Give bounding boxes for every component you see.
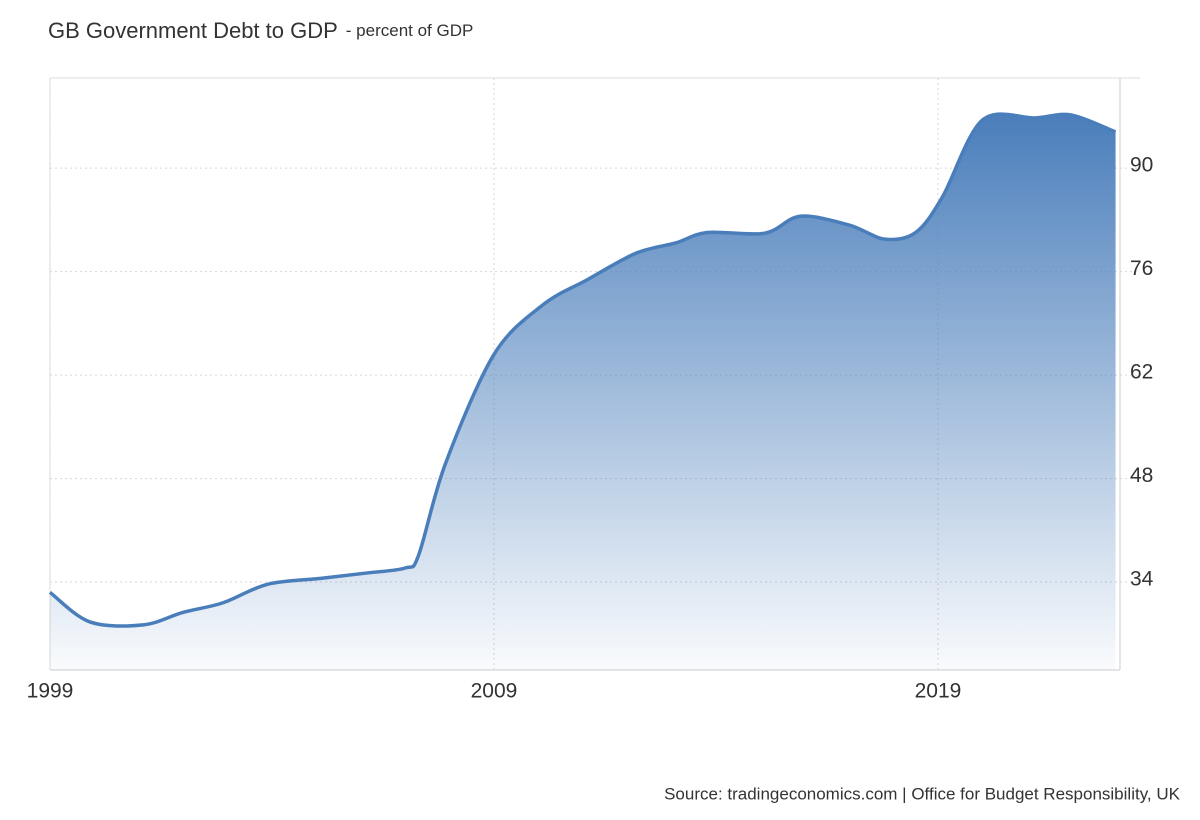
- line: [48, 112, 1117, 628]
- plot-area: 34 48 62 76 90 1999 2009 2019: [27, 77, 1154, 703]
- subtitle: - percent of GDP: [346, 21, 474, 40]
- x-tick-label: 2009: [471, 680, 518, 703]
- chart-title: GB Government Debt to GDP - percent of GD…: [48, 18, 473, 43]
- y-tick-label: 62: [1130, 361, 1153, 384]
- area-fill: [50, 114, 1116, 670]
- title: GB Government Debt to GDP: [48, 18, 338, 43]
- y-tick-label: 76: [1130, 257, 1153, 280]
- y-tick-label: 34: [1130, 568, 1154, 591]
- source: Source: tradingeconomics.com | Office fo…: [664, 784, 1181, 803]
- x-tick-label: 1999: [27, 680, 74, 703]
- y-tick-label: 48: [1130, 464, 1153, 487]
- x-tick-label: 2019: [915, 680, 962, 703]
- y-tick-label: 90: [1130, 154, 1153, 177]
